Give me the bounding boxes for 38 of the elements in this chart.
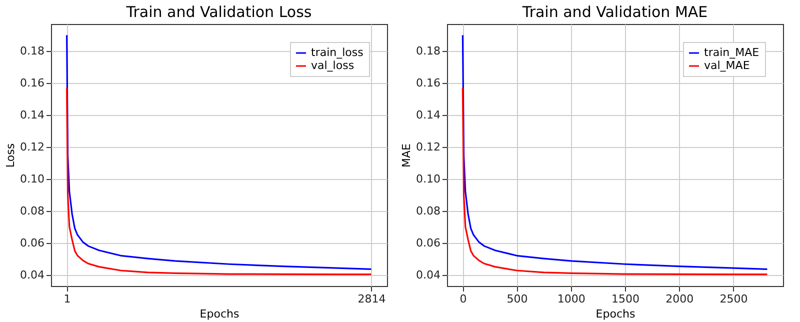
y-tick-label: 0.14: [416, 108, 440, 122]
x-tick-label: 1: [64, 292, 71, 306]
y-tick-label: 0.18: [20, 44, 44, 58]
y-tick-label: 0.06: [20, 236, 44, 250]
x-tick-label: 2500: [720, 292, 748, 306]
y-tick-label: 0.14: [20, 108, 44, 122]
y-tick-label: 0.08: [20, 204, 44, 218]
x-tick-label: 2000: [666, 292, 694, 306]
y-tick-label: 0.12: [20, 140, 44, 154]
y-tick-label: 0.12: [416, 140, 440, 154]
chart-title: Train and Validation Loss: [125, 3, 312, 21]
legend-label: val_MAE: [704, 59, 750, 72]
y-tick-label: 0.04: [416, 268, 440, 282]
legend-label: train_loss: [311, 46, 364, 59]
y-axis-title: MAE: [400, 143, 414, 168]
legend-label: train_MAE: [704, 46, 760, 59]
legend-label: val_loss: [311, 59, 354, 72]
line-series: [462, 34, 768, 270]
y-tick-label: 0.10: [20, 172, 44, 186]
x-tick-label: 2814: [358, 292, 386, 306]
y-tick-label: 0.16: [20, 76, 44, 90]
line-series: [66, 34, 372, 270]
x-tick-label: 0: [460, 292, 467, 306]
line-series: [462, 87, 768, 276]
y-tick-label: 0.06: [416, 236, 440, 250]
chart-title: Train and Validation MAE: [521, 3, 708, 21]
x-tick-label: 1500: [612, 292, 640, 306]
x-tick-label: 1000: [557, 292, 586, 306]
line-series: [66, 87, 372, 276]
y-tick-label: 0.10: [416, 172, 440, 186]
x-axis-title: Epochs: [200, 308, 240, 320]
y-axis-title: Loss: [4, 143, 18, 168]
y-tick-label: 0.16: [416, 76, 440, 90]
y-tick-label: 0.08: [416, 204, 440, 218]
y-tick-label: 0.18: [416, 44, 440, 58]
y-tick-label: 0.04: [20, 268, 44, 282]
x-tick-label: 500: [506, 292, 528, 306]
x-axis-title: Epochs: [596, 308, 636, 320]
